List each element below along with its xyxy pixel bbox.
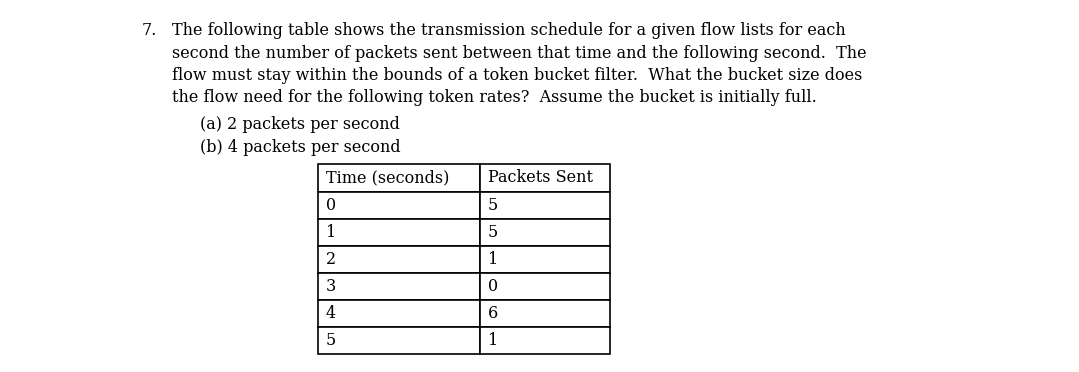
- Bar: [480, 246, 610, 273]
- Bar: [480, 300, 610, 327]
- Text: 2: 2: [326, 251, 337, 268]
- Bar: [480, 273, 610, 300]
- Text: 1: 1: [488, 332, 498, 349]
- Text: the flow need for the following token rates?  Assume the bucket is initially ful: the flow need for the following token ra…: [172, 90, 817, 106]
- Text: Time (seconds): Time (seconds): [326, 170, 449, 186]
- Text: 1: 1: [488, 251, 498, 268]
- Bar: [480, 219, 610, 246]
- Text: (b) 4 packets per second: (b) 4 packets per second: [200, 138, 400, 155]
- Text: second the number of packets sent between that time and the following second.  T: second the number of packets sent betwee…: [172, 45, 866, 61]
- Bar: [318, 219, 480, 246]
- Text: 5: 5: [488, 224, 498, 241]
- Text: Packets Sent: Packets Sent: [488, 170, 593, 186]
- Text: 1: 1: [326, 224, 337, 241]
- Bar: [480, 327, 610, 354]
- Bar: [318, 273, 480, 300]
- Bar: [318, 246, 480, 273]
- Text: flow must stay within the bounds of a token bucket filter.  What the bucket size: flow must stay within the bounds of a to…: [172, 67, 862, 84]
- Text: 0: 0: [326, 197, 337, 214]
- Text: (a) 2 packets per second: (a) 2 packets per second: [200, 116, 400, 133]
- Text: 4: 4: [326, 305, 337, 322]
- Text: 7.: 7.: [142, 22, 158, 39]
- Text: 5: 5: [326, 332, 337, 349]
- Bar: [480, 164, 610, 192]
- Text: 5: 5: [488, 197, 498, 214]
- Bar: [318, 164, 480, 192]
- Text: 3: 3: [326, 278, 337, 295]
- Bar: [318, 300, 480, 327]
- Text: 0: 0: [488, 278, 498, 295]
- Text: The following table shows the transmission schedule for a given flow lists for e: The following table shows the transmissi…: [172, 22, 846, 39]
- Bar: [480, 192, 610, 219]
- Text: 6: 6: [488, 305, 498, 322]
- Bar: [318, 327, 480, 354]
- Bar: [318, 192, 480, 219]
